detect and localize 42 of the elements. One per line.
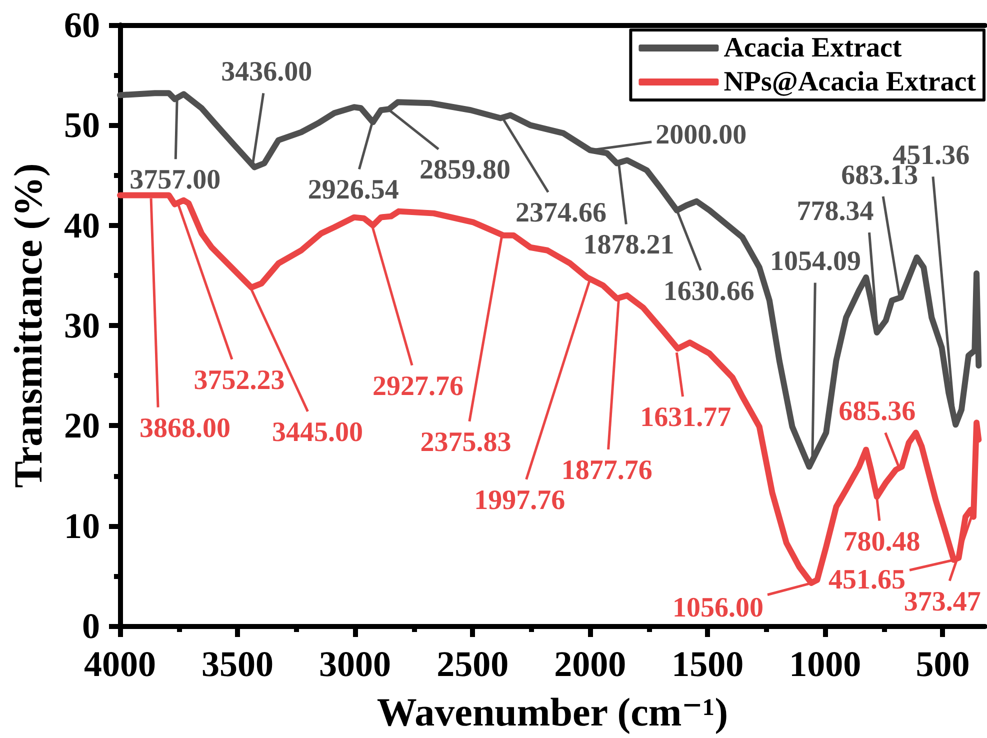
annotation: 2859.80	[420, 154, 511, 186]
annotation: 2927.76	[372, 370, 464, 402]
x-tick-label: 3000	[319, 644, 392, 684]
annotation: 3752.23	[194, 364, 285, 396]
annotation: 2926.54	[308, 174, 399, 206]
annotation: 1631.77	[640, 402, 732, 434]
annotation: 1997.76	[474, 484, 566, 516]
annotation: 780.48	[843, 526, 920, 558]
annotation: 3445.00	[272, 416, 363, 448]
annotation: 3757.00	[130, 164, 221, 196]
annotation: 1054.09	[770, 246, 861, 278]
legend-label: NPs@Acacia Extract	[724, 66, 977, 98]
annotation: 1877.76	[561, 454, 652, 486]
y-tick-label: 0	[82, 606, 100, 646]
y-tick-label: 30	[64, 306, 100, 346]
legend-label: Acacia Extract	[724, 32, 902, 64]
x-tick-label: 1500	[672, 644, 744, 684]
y-tick-label: 20	[64, 406, 100, 446]
annotation: 451.65	[828, 564, 906, 596]
annotation: 2000.00	[656, 120, 747, 151]
annotation: 1056.00	[672, 592, 764, 624]
y-tick-label: 10	[64, 506, 100, 546]
annotation: 3436.00	[221, 56, 312, 88]
x-tick-label: 2500	[436, 644, 509, 684]
annotation: 1630.66	[663, 276, 754, 307]
y-tick-label: 40	[64, 205, 100, 246]
x-tick-label: 1000	[789, 644, 862, 684]
x-tick-label: 2000	[554, 644, 626, 684]
annotation: 1878.21	[583, 230, 674, 261]
annotation: 373.47	[904, 586, 981, 618]
y-tick-label: 50	[64, 105, 100, 146]
annotation: 3868.00	[140, 412, 231, 444]
x-axis-title: Wavenumber (cm⁻¹)	[376, 690, 728, 734]
annotation: 2374.66	[516, 198, 607, 229]
annotation: 778.34	[796, 196, 874, 228]
x-tick-label: 4000	[84, 644, 156, 684]
x-tick-label: 500	[916, 644, 970, 684]
y-tick-label: 60	[64, 5, 100, 45]
annotation: 2375.83	[420, 426, 512, 458]
x-tick-label: 3500	[202, 644, 274, 684]
annotation: 685.36	[838, 396, 916, 428]
y-axis-title: Transmittance (%)	[6, 163, 50, 488]
